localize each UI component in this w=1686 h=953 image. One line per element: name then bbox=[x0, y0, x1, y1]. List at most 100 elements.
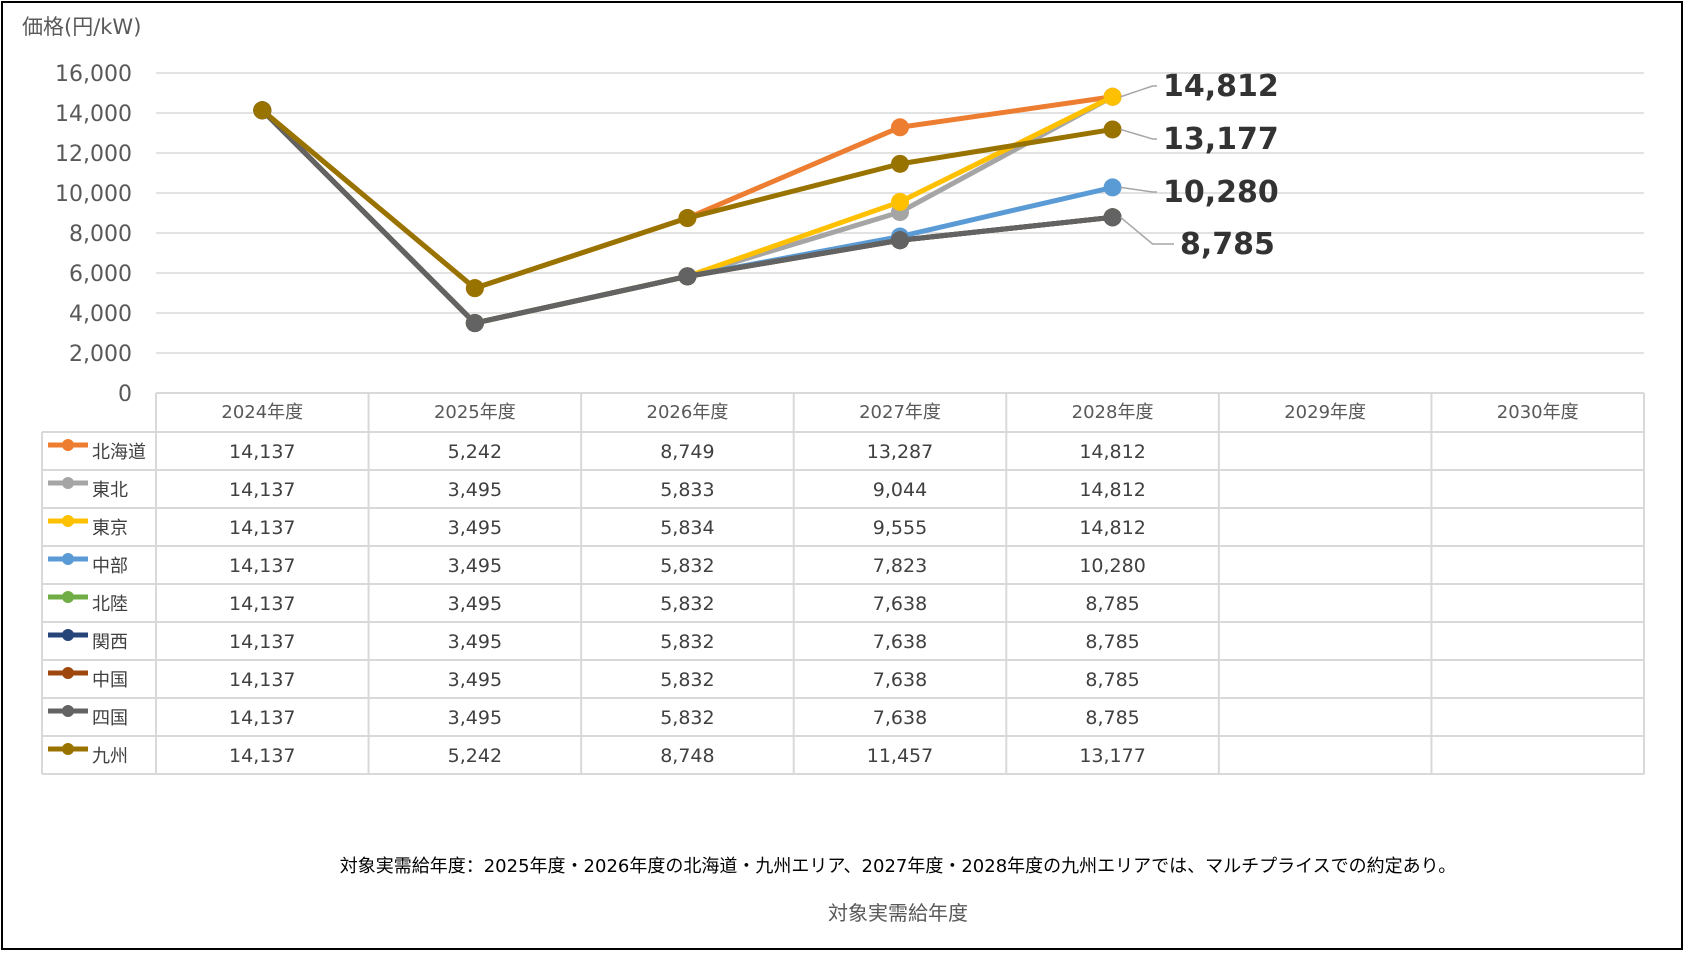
table-cell: 14,137 bbox=[229, 441, 295, 463]
category-label: 2026年度 bbox=[647, 402, 729, 423]
legend-key-marker bbox=[62, 629, 74, 641]
legend-key-marker bbox=[62, 591, 74, 603]
category-label: 2028年度 bbox=[1072, 402, 1154, 423]
legend-key-marker bbox=[62, 515, 74, 527]
table-cell: 7,638 bbox=[873, 593, 927, 615]
y-axis-ticks: 0 2,000 4,000 6,000 8,000 10,000 12,000 14,000 1… bbox=[55, 62, 132, 407]
table-cell: 8,785 bbox=[1085, 669, 1139, 691]
table-cell: 14,812 bbox=[1079, 517, 1145, 539]
callout-leader bbox=[1120, 216, 1174, 245]
data-point bbox=[1103, 208, 1122, 227]
data-point bbox=[891, 192, 909, 211]
series-line bbox=[260, 108, 1113, 291]
table-cell: 5,832 bbox=[660, 669, 714, 691]
series-name: 東北 bbox=[92, 480, 128, 501]
table-cell: 5,242 bbox=[448, 441, 502, 463]
table-cell: 5,832 bbox=[660, 593, 714, 615]
legend-key-marker bbox=[62, 439, 74, 451]
callout-label: 13,177 bbox=[1163, 122, 1279, 157]
table-cell: 7,638 bbox=[873, 707, 927, 729]
legend-key-marker bbox=[62, 743, 74, 755]
table-cell: 9,555 bbox=[873, 517, 927, 539]
series-name: 北海道 bbox=[92, 442, 146, 463]
callout-label: 8,785 bbox=[1180, 227, 1275, 262]
data-point bbox=[1103, 178, 1122, 197]
footnote: 対象実需給年度：2025年度・2026年度の北海道・九州エリア、2027年度・2… bbox=[340, 856, 1457, 877]
table-cell: 14,812 bbox=[1079, 441, 1145, 463]
table-cell: 14,137 bbox=[229, 479, 295, 501]
table-cell: 7,638 bbox=[873, 669, 927, 691]
table-cell: 7,823 bbox=[873, 555, 927, 577]
table-cell: 14,137 bbox=[229, 517, 295, 539]
table-cell: 14,137 bbox=[229, 631, 295, 653]
table-cell: 5,242 bbox=[448, 745, 502, 767]
table-cell: 8,749 bbox=[660, 441, 714, 463]
table-cell: 14,812 bbox=[1079, 479, 1145, 501]
legend-key-marker bbox=[62, 705, 74, 717]
data-point bbox=[253, 101, 272, 120]
table-cell: 3,495 bbox=[448, 669, 502, 691]
category-label: 2025年度 bbox=[434, 402, 516, 423]
table-cell: 9,044 bbox=[873, 479, 927, 501]
data-point bbox=[891, 118, 909, 137]
table-cell: 5,834 bbox=[660, 517, 714, 539]
table-cell: 8,785 bbox=[1085, 593, 1139, 615]
callout-label: 14,812 bbox=[1163, 69, 1279, 104]
table-cell: 14,137 bbox=[229, 669, 295, 691]
table-cell: 3,495 bbox=[448, 479, 502, 501]
data-point bbox=[678, 267, 697, 286]
callout-leader bbox=[1120, 85, 1157, 98]
table-cell: 13,287 bbox=[867, 441, 933, 463]
table-cell: 14,137 bbox=[229, 593, 295, 615]
table-cell: 8,748 bbox=[660, 745, 714, 767]
table-cell: 3,495 bbox=[448, 593, 502, 615]
data-point bbox=[891, 231, 909, 250]
category-label: 2029年度 bbox=[1284, 402, 1366, 423]
series-name: 中部 bbox=[92, 556, 128, 577]
legend-key-marker bbox=[62, 667, 74, 679]
table-cell: 3,495 bbox=[448, 631, 502, 653]
table-cell: 3,495 bbox=[448, 517, 502, 539]
y-tick-label: 6,000 bbox=[69, 262, 132, 287]
callout-label: 10,280 bbox=[1163, 175, 1279, 210]
series-name: 九州 bbox=[92, 746, 128, 767]
table-cell: 14,137 bbox=[229, 707, 295, 729]
category-label: 2024年度 bbox=[221, 402, 303, 423]
legend-key-marker bbox=[62, 553, 74, 565]
data-table: 2024年度 2025年度 2026年度 2027年度 2028年度 2029年度 2030… bbox=[41, 392, 1645, 775]
table-cell: 14,137 bbox=[229, 745, 295, 767]
table-cell: 8,785 bbox=[1085, 631, 1139, 653]
y-tick-label: 4,000 bbox=[69, 302, 132, 327]
table-cell: 14,137 bbox=[229, 555, 295, 577]
data-point bbox=[678, 209, 697, 228]
legend-key-marker bbox=[62, 477, 74, 489]
y-tick-label: 14,000 bbox=[55, 102, 132, 127]
y-tick-label: 8,000 bbox=[69, 222, 132, 247]
table-cell: 13,177 bbox=[1079, 745, 1145, 767]
table-cell: 5,832 bbox=[660, 555, 714, 577]
series-name: 関西 bbox=[92, 632, 128, 653]
table-cell: 11,457 bbox=[867, 745, 933, 767]
series-lines bbox=[253, 87, 1122, 333]
y-tick-label: 12,000 bbox=[55, 142, 132, 167]
y-tick-label: 10,000 bbox=[55, 182, 132, 207]
table-cell: 10,280 bbox=[1079, 555, 1145, 577]
table-cell: 5,833 bbox=[660, 479, 714, 501]
y-tick-label: 16,000 bbox=[55, 62, 132, 87]
data-point bbox=[891, 154, 909, 173]
table-cell: 3,495 bbox=[448, 707, 502, 729]
y-axis-label: 価格(円/kW) bbox=[22, 15, 141, 39]
data-point bbox=[465, 314, 484, 333]
callout-leader bbox=[1120, 186, 1157, 193]
callout-leader bbox=[1120, 128, 1157, 140]
data-point bbox=[465, 279, 484, 298]
y-tick-label: 0 bbox=[118, 382, 132, 407]
table-cell: 7,638 bbox=[873, 631, 927, 653]
y-tick-label: 2,000 bbox=[69, 342, 132, 367]
x-axis-title: 対象実需給年度 bbox=[828, 901, 968, 925]
data-point bbox=[1103, 120, 1122, 139]
table-cell: 3,495 bbox=[448, 555, 502, 577]
category-label: 2027年度 bbox=[859, 402, 941, 423]
